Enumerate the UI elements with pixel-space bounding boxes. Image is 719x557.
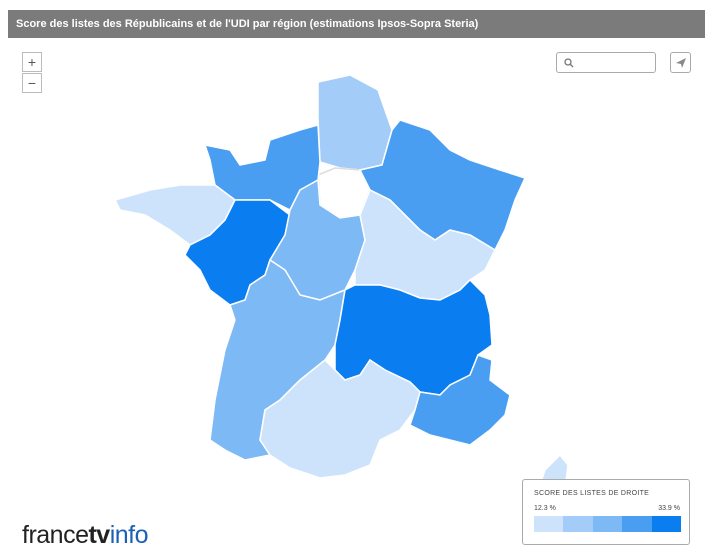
- logo-part: tv: [88, 521, 110, 549]
- legend: SCORE DES LISTES DE DROITE 12.3 % 33.9 %: [522, 479, 690, 545]
- legend-min: 12.3 %: [534, 505, 556, 512]
- region[interactable]: [317, 74, 393, 171]
- legend-swatch: [534, 516, 564, 532]
- zoom-in[interactable]: +: [22, 52, 42, 72]
- locate-button[interactable]: [670, 52, 691, 73]
- title-bar: Score des listes des Républicains et de …: [8, 10, 705, 38]
- logo: francetvinfo: [22, 521, 149, 550]
- legend-swatch: [622, 516, 652, 532]
- legend-max: 33.9 %: [658, 505, 680, 512]
- region[interactable]: [409, 354, 511, 446]
- logo-part: info: [109, 521, 149, 549]
- legend-swatch: [651, 516, 682, 532]
- zoom-out[interactable]: −: [22, 73, 42, 93]
- legend-title: SCORE DES LISTES DE DROITE: [534, 490, 650, 497]
- logo-part: france: [22, 521, 89, 549]
- legend-swatch: [563, 516, 593, 532]
- legend-scale: [534, 516, 682, 532]
- search-box[interactable]: [556, 52, 656, 73]
- legend-swatch: [592, 516, 623, 532]
